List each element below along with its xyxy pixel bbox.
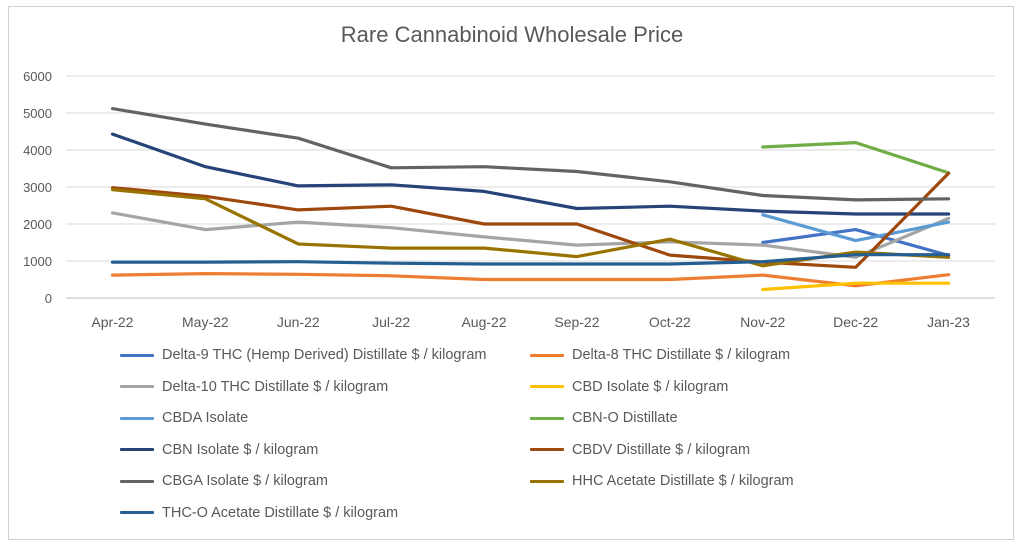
series-line-1 xyxy=(761,228,951,257)
x-tick-label: Jan-23 xyxy=(927,314,970,330)
legend-swatch xyxy=(120,385,154,388)
series-line-8 xyxy=(110,171,951,269)
y-tick-label: 1000 xyxy=(23,254,52,269)
legend-item: HHC Acetate Distillate $ / kilogram xyxy=(530,471,794,491)
legend-item: CBDA Isolate xyxy=(120,408,248,428)
series-line-5 xyxy=(761,213,951,243)
x-tick-label: May-22 xyxy=(182,314,229,330)
series-line-11 xyxy=(110,253,951,266)
y-tick-label: 5000 xyxy=(23,106,52,121)
y-tick-label: 6000 xyxy=(23,69,52,84)
x-tick-label: Jun-22 xyxy=(277,314,320,330)
legend-swatch xyxy=(120,416,154,420)
legend-label: Delta-10 THC Distillate $ / kilogram xyxy=(162,378,389,395)
legend-item: CBDV Distillate $ / kilogram xyxy=(530,440,750,460)
legend-swatch xyxy=(530,479,564,483)
legend-label: CBDA Isolate xyxy=(162,410,249,426)
legend-swatch xyxy=(530,353,564,357)
series-line-7 xyxy=(110,132,951,216)
legend-label: CBN Isolate $ / kilogram xyxy=(162,441,319,458)
legend-swatch xyxy=(530,385,564,388)
series-line-4 xyxy=(761,281,951,292)
series-line-6 xyxy=(761,141,951,175)
legend-item: CBN-O Distillate xyxy=(530,408,678,428)
legend-label: Delta-8 THC Distillate $ / kilogram xyxy=(572,347,791,363)
y-tick-label: 4000 xyxy=(23,143,52,158)
series-line-2 xyxy=(110,272,951,288)
x-tick-label: Sep-22 xyxy=(554,314,599,330)
series-line-9 xyxy=(110,107,951,202)
y-tick-label: 0 xyxy=(45,291,52,306)
x-tick-label: Nov-22 xyxy=(740,314,785,330)
legend-swatch xyxy=(530,448,564,451)
legend-item: THC-O Acetate Distillate $ / kilogram xyxy=(120,503,398,523)
x-tick-label: Jul-22 xyxy=(372,314,410,330)
legend-swatch xyxy=(530,416,564,420)
legend-label: CBDV Distillate $ / kilogram xyxy=(572,441,751,458)
legend-swatch xyxy=(120,479,154,483)
legend-label: THC-O Acetate Distillate $ / kilogram xyxy=(162,504,399,521)
legend-label: CBD Isolate $ / kilogram xyxy=(572,378,729,395)
legend-item: Delta-10 THC Distillate $ / kilogram xyxy=(120,377,388,397)
legend-item: Delta-8 THC Distillate $ / kilogram xyxy=(530,345,790,365)
legend-label: CBN-O Distillate xyxy=(572,410,678,426)
legend-label: HHC Acetate Distillate $ / kilogram xyxy=(572,473,794,489)
x-tick-label: Apr-22 xyxy=(91,314,133,330)
legend-item: Delta-9 THC (Hemp Derived) Distillate $ … xyxy=(120,345,486,365)
legend-item: CBD Isolate $ / kilogram xyxy=(530,377,728,397)
x-tick-label: Dec-22 xyxy=(833,314,878,330)
chart-title: Rare Cannabinoid Wholesale Price xyxy=(340,22,684,47)
x-tick-label: Oct-22 xyxy=(649,314,691,330)
y-tick-label: 3000 xyxy=(23,180,52,195)
legend-swatch xyxy=(120,448,154,451)
legend-label: Delta-9 THC (Hemp Derived) Distillate $ … xyxy=(162,347,487,363)
y-tick-label: 2000 xyxy=(23,217,52,232)
x-tick-label: Aug-22 xyxy=(461,314,506,330)
legend-label: CBGA Isolate $ / kilogram xyxy=(162,473,329,489)
legend-item: CBGA Isolate $ / kilogram xyxy=(120,471,328,491)
series-line-3 xyxy=(110,211,951,259)
legend-item: CBN Isolate $ / kilogram xyxy=(120,440,318,460)
legend-swatch xyxy=(120,511,154,514)
legend-swatch xyxy=(120,353,154,357)
